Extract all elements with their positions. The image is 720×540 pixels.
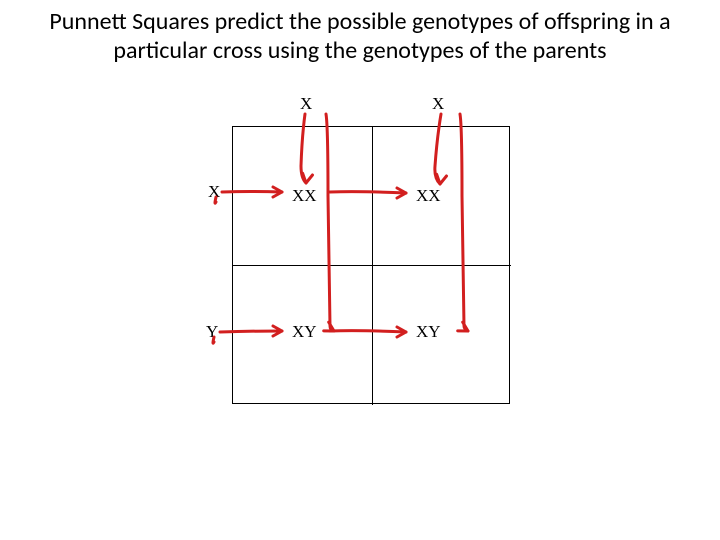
left-allele-1: Y [206,322,218,342]
cell-0-1: XX [416,186,441,206]
page-title: Punnett Squares predict the possible gen… [0,0,720,66]
top-allele-0: X [300,94,312,114]
cell-1-1: XY [416,322,441,342]
left-allele-0: X [208,182,220,202]
top-allele-1: X [432,94,444,114]
punnett-diagram: X X X Y XX XX XY XY [0,66,720,506]
punnett-grid [232,126,510,404]
cell-1-0: XY [292,322,317,342]
cell-0-0: XX [292,186,317,206]
grid-hline [233,265,511,266]
